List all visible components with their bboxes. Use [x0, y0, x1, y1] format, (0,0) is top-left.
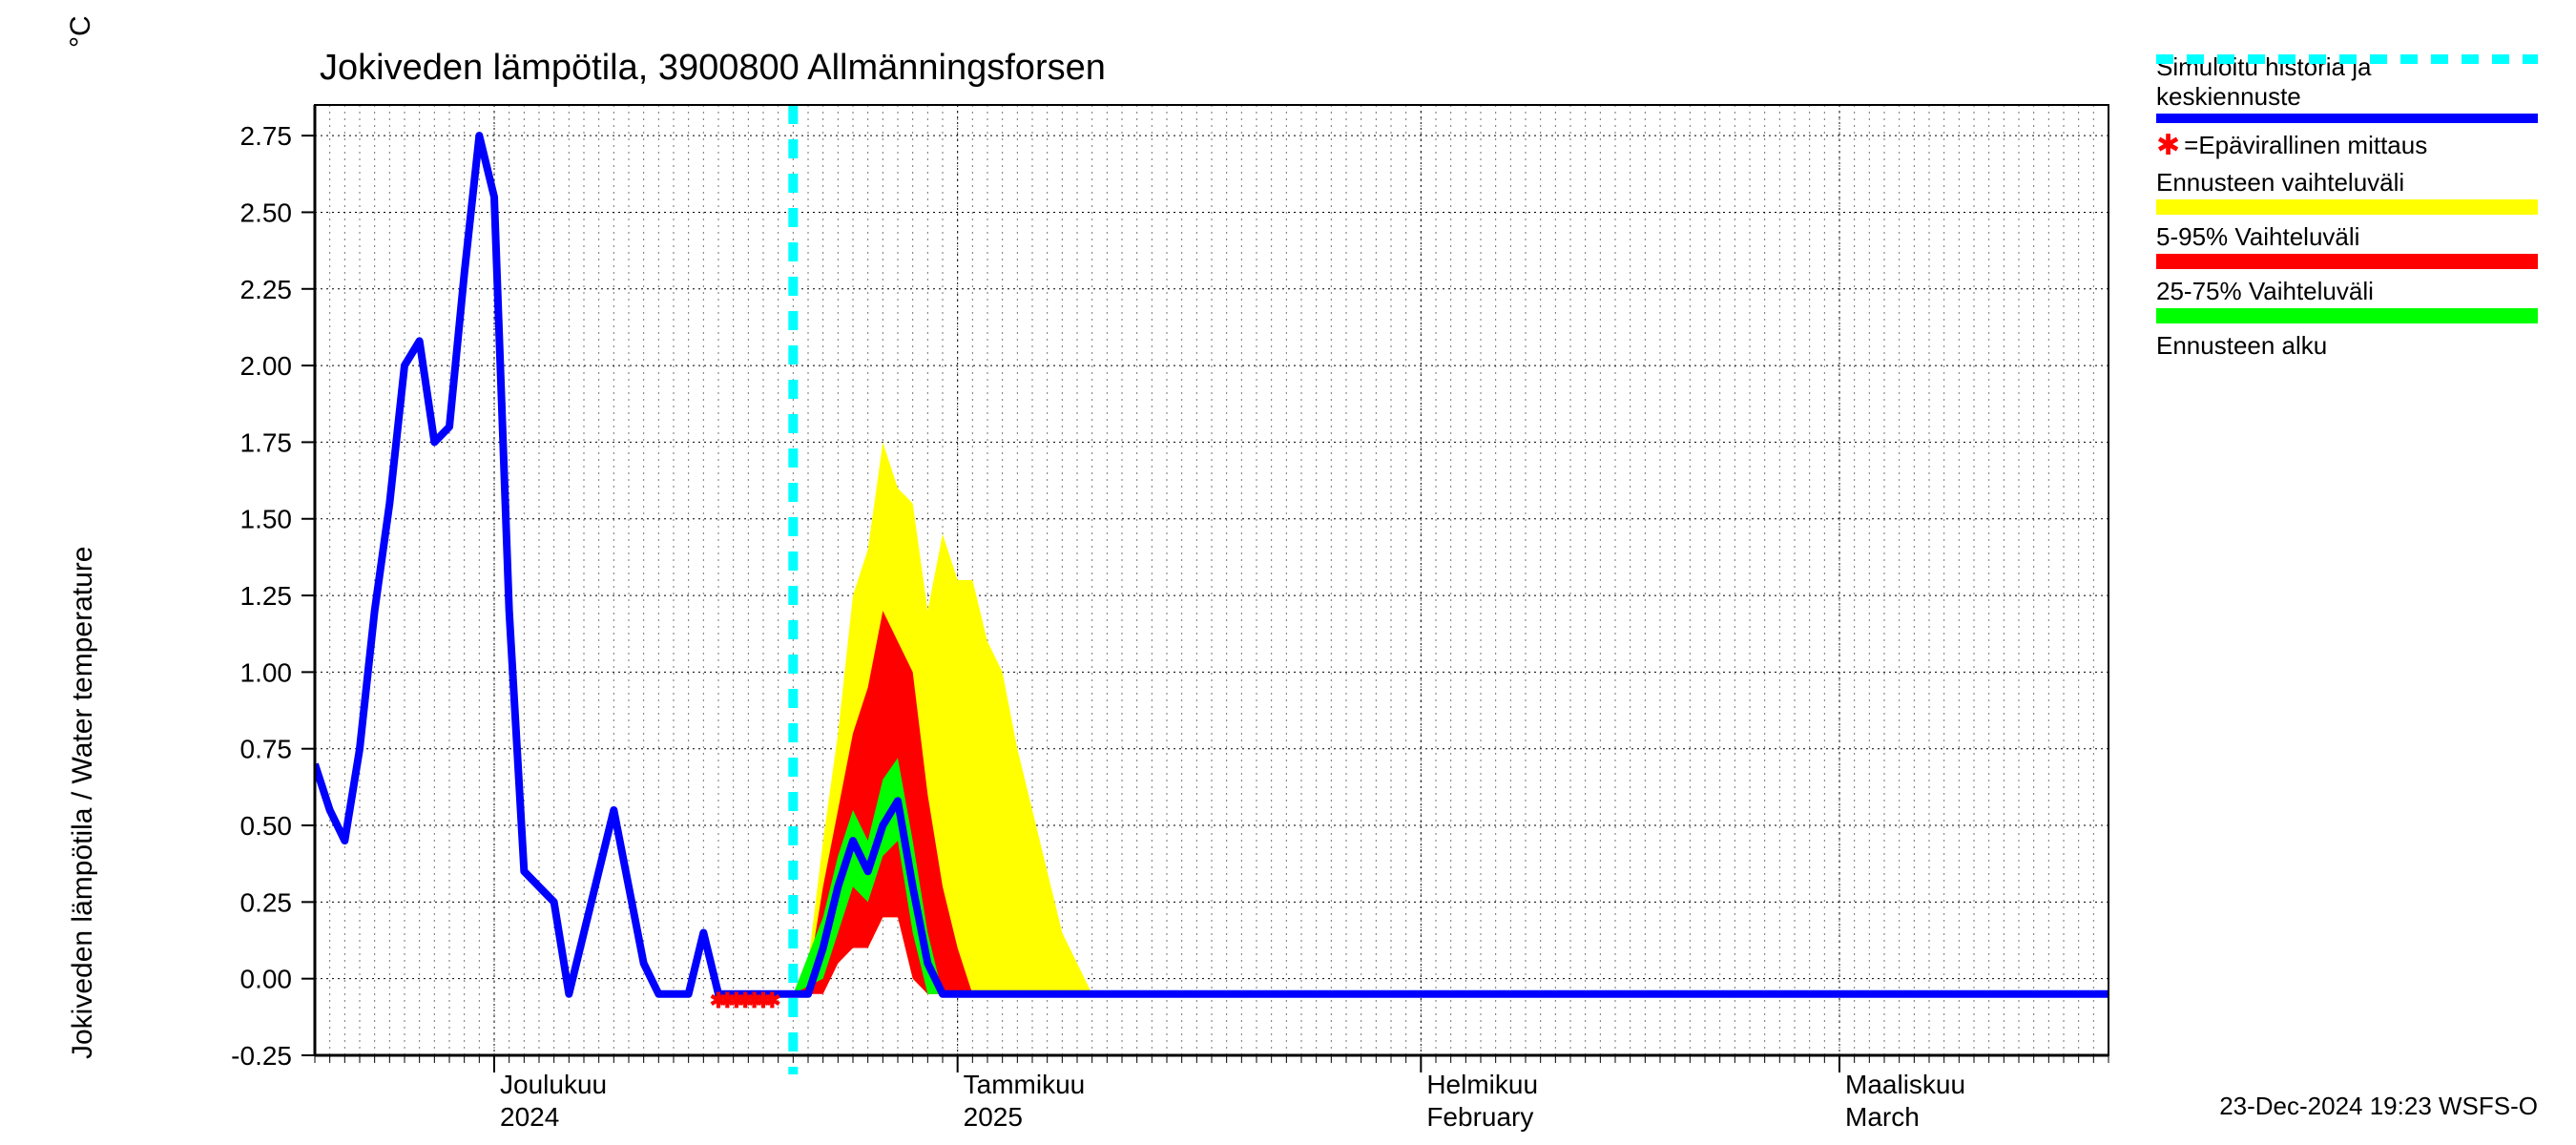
svg-text:Maaliskuu: Maaliskuu	[1845, 1070, 1965, 1099]
legend-label: Ennusteen vaihteluväli	[2156, 168, 2538, 198]
asterisk-icon: ✱	[2156, 136, 2180, 156]
svg-text:February: February	[1426, 1102, 1533, 1132]
svg-text:Helmikuu: Helmikuu	[1426, 1070, 1538, 1099]
svg-text:2.00: 2.00	[240, 351, 293, 381]
legend-item-range: Ennusteen vaihteluväli	[2156, 168, 2538, 215]
legend: Simuloitu historia ja keskiennuste ✱ =Ep…	[2156, 52, 2538, 368]
svg-text:2024: 2024	[500, 1102, 559, 1132]
svg-text:2025: 2025	[964, 1102, 1023, 1132]
legend-label: =Epävirallinen mittaus	[2184, 131, 2427, 160]
chart-container: Jokiveden lämpötila, 3900800 Allmännings…	[0, 0, 2576, 1145]
legend-line	[2156, 114, 2538, 123]
legend-label: 25-75% Vaihteluväli	[2156, 277, 2538, 306]
svg-text:1.00: 1.00	[240, 657, 293, 687]
svg-text:0.75: 0.75	[240, 735, 293, 764]
svg-text:0.50: 0.50	[240, 811, 293, 841]
svg-text:✱: ✱	[763, 989, 780, 1012]
legend-label: 5-95% Vaihteluväli	[2156, 222, 2538, 252]
svg-text:0.25: 0.25	[240, 887, 293, 917]
svg-text:-0.25: -0.25	[231, 1041, 292, 1071]
svg-text:Joulukuu: Joulukuu	[500, 1070, 607, 1099]
svg-text:2.25: 2.25	[240, 275, 293, 304]
legend-item-red: 5-95% Vaihteluväli	[2156, 222, 2538, 269]
legend-item-unofficial: ✱ =Epävirallinen mittaus	[2156, 131, 2538, 160]
legend-label: Ennusteen alku	[2156, 331, 2538, 361]
legend-swatch	[2156, 254, 2538, 269]
svg-text:2.75: 2.75	[240, 121, 293, 151]
svg-text:1.75: 1.75	[240, 427, 293, 457]
legend-item-forecast-start: Ennusteen alku	[2156, 331, 2538, 361]
svg-text:1.25: 1.25	[240, 581, 293, 611]
svg-text:1.50: 1.50	[240, 505, 293, 534]
svg-text:0.00: 0.00	[240, 965, 293, 994]
legend-swatch	[2156, 308, 2538, 323]
svg-text:March: March	[1845, 1102, 1920, 1132]
footer-timestamp: 23-Dec-2024 19:23 WSFS-O	[2219, 1092, 2538, 1121]
legend-dashed-line	[2156, 52, 2538, 66]
svg-text:2.50: 2.50	[240, 198, 293, 227]
svg-text:Tammikuu: Tammikuu	[964, 1070, 1086, 1099]
legend-label: keskiennuste	[2156, 82, 2538, 112]
legend-swatch	[2156, 199, 2538, 215]
legend-item-green: 25-75% Vaihteluväli	[2156, 277, 2538, 323]
